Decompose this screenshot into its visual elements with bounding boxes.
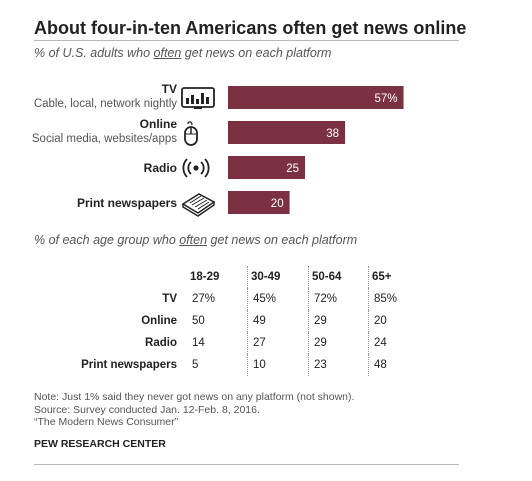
- table-cell: 5: [192, 359, 199, 371]
- subtitle-emphasis: often: [179, 233, 208, 247]
- footer-rule: [34, 464, 459, 465]
- bar-value-label: 38: [326, 128, 339, 140]
- title-rule: [34, 40, 459, 41]
- column-header: 65+: [368, 266, 422, 288]
- source-line: Source: Survey conducted Jan. 12-Feb. 8,…: [34, 403, 260, 416]
- age-group-table: 18-29 30-49 50-64 65+ TV 27% 45% 72% 85%…: [34, 266, 422, 376]
- table-cell: 85%: [368, 288, 422, 310]
- table-cell: 48: [368, 354, 422, 376]
- subtitle-part: % of each age group who: [34, 233, 180, 247]
- newspaper-icon: [181, 193, 216, 217]
- bar: [228, 156, 305, 179]
- bar: [228, 121, 346, 144]
- table-cell: 20: [368, 310, 422, 332]
- bar-value-label: 20: [271, 198, 284, 210]
- column-header: 50-64: [308, 266, 369, 288]
- subtitle-part: % of U.S. adults who: [34, 46, 154, 60]
- table-cell: 27: [247, 332, 309, 354]
- notes: Note: Just 1% said they never got news o…: [34, 391, 354, 429]
- row-label: TV: [162, 293, 177, 305]
- table-row: Online 50 49 29 20: [34, 310, 422, 332]
- table-cell: 24: [368, 332, 422, 354]
- subtitle-part: get news on each platform: [181, 46, 332, 60]
- table-cell: 23: [308, 354, 369, 376]
- radio-broadcast-icon: [182, 158, 210, 178]
- source-organization: PEW RESEARCH CENTER: [34, 438, 166, 450]
- row-label: Online: [141, 315, 177, 327]
- age-table-subtitle: % of each age group who often get news o…: [34, 233, 357, 247]
- category-sublabel: Cable, local, network nightly: [34, 98, 177, 110]
- table-cell: 14: [192, 337, 205, 349]
- table-cell: 29: [308, 310, 369, 332]
- subtitle-emphasis: often: [153, 46, 182, 60]
- category-label: Radio: [144, 161, 177, 175]
- note-line: Note: Just 1% said they never got news o…: [34, 391, 355, 403]
- table-cell: 29: [308, 332, 369, 354]
- computer-mouse-icon: [184, 121, 198, 146]
- table-corner: [34, 266, 187, 288]
- table-row: Radio 14 27 29 24: [34, 332, 422, 354]
- table-row: TV 27% 45% 72% 85%: [34, 288, 422, 310]
- chart-subtitle: % of U.S. adults who often get news on e…: [34, 46, 331, 60]
- table-header-row: 18-29 30-49 50-64 65+: [34, 266, 422, 288]
- category-label: TV: [162, 82, 177, 96]
- category-sublabel: Social media, websites/apps: [32, 133, 177, 145]
- bar-value-label: 57%: [375, 93, 398, 105]
- chart-title: About four-in-ten Americans often get ne…: [34, 18, 467, 38]
- column-header: 30-49: [247, 266, 309, 288]
- table-row: Print newspapers 5 10 23 48: [34, 354, 422, 376]
- subtitle-part: get news on each platform: [207, 233, 358, 247]
- row-label: Print newspapers: [81, 359, 177, 371]
- table-cell: 72%: [308, 288, 369, 310]
- column-header: 18-29: [190, 271, 220, 283]
- table-cell: 49: [247, 310, 309, 332]
- table-cell: 50: [192, 315, 205, 327]
- category-label: Online: [140, 117, 178, 131]
- table-cell: 27%: [192, 293, 216, 305]
- bar: [228, 191, 290, 214]
- bar: [228, 86, 404, 109]
- bar-value-label: 25: [286, 163, 299, 175]
- tv-icon: [181, 87, 215, 109]
- row-label: Radio: [145, 337, 177, 349]
- report-title-line: “The Modern News Consumer”: [34, 416, 179, 428]
- table-cell: 45%: [247, 288, 309, 310]
- table-cell: 10: [247, 354, 309, 376]
- category-label: Print newspapers: [77, 196, 177, 210]
